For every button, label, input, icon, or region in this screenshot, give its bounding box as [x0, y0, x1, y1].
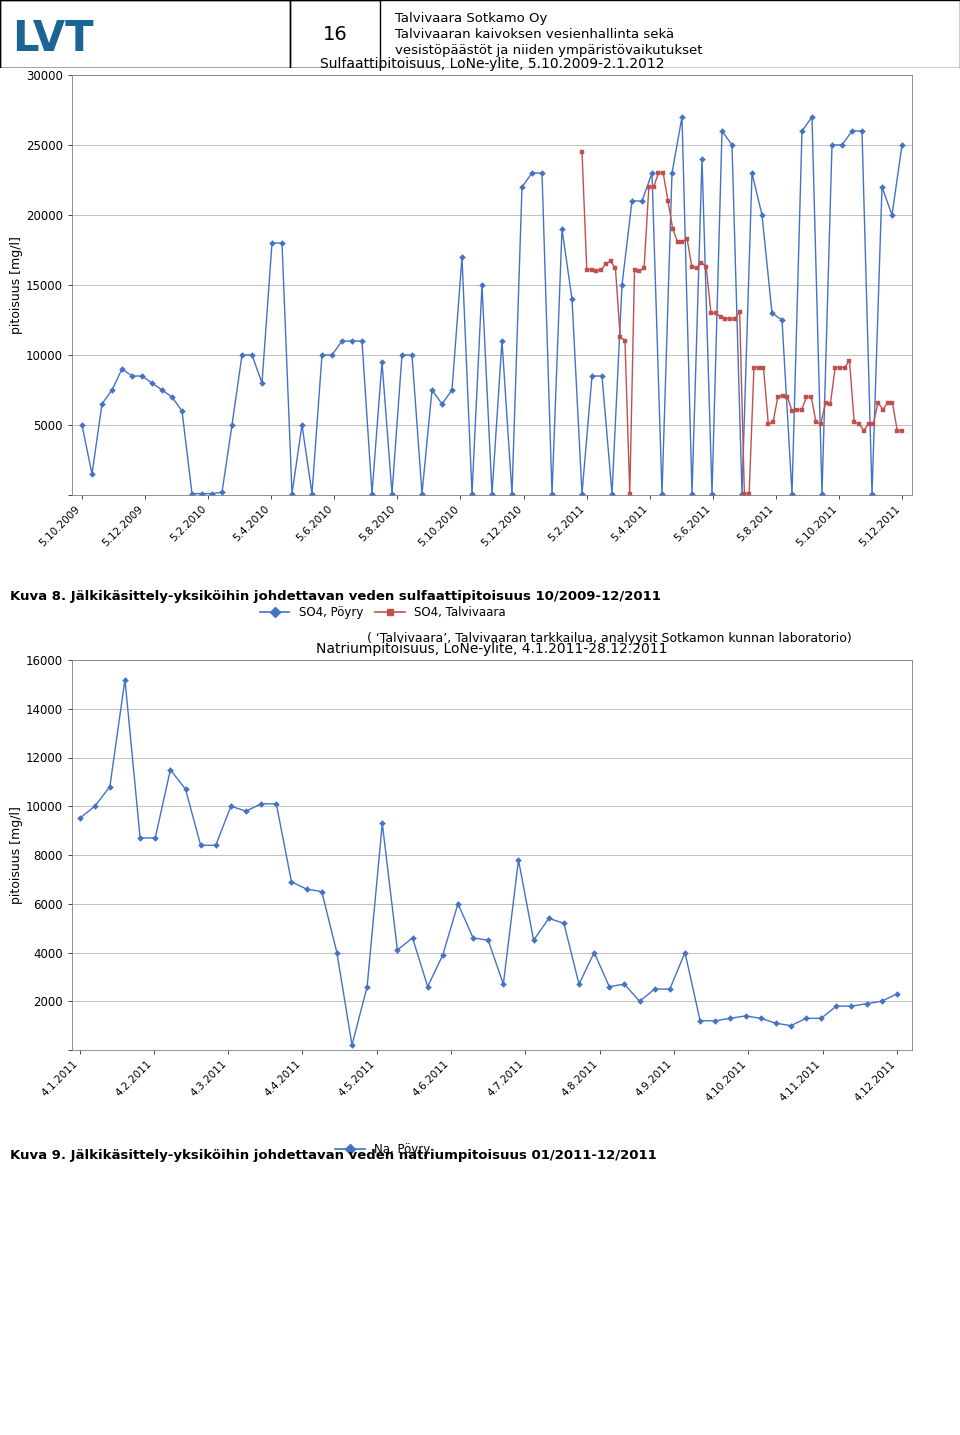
Text: Kuva 9. Jälkikäsittely-yksiköihin johdettavan veden natriumpitoisuus 01/2011-12/: Kuva 9. Jälkikäsittely-yksiköihin johdet…: [10, 1148, 657, 1161]
Text: LVT: LVT: [12, 19, 94, 60]
Title: Natriumpitoisuus, LoNe-ylite, 4.1.2011-28.12.2011: Natriumpitoisuus, LoNe-ylite, 4.1.2011-2…: [316, 641, 668, 656]
Text: Talvivaaran kaivoksen vesienhallinta sekä: Talvivaaran kaivoksen vesienhallinta sek…: [395, 29, 674, 42]
Legend: Na, Pöyry: Na, Pöyry: [330, 1138, 435, 1161]
Legend: SO4, Pöyry, SO4, Talvivaara: SO4, Pöyry, SO4, Talvivaara: [255, 601, 511, 623]
Text: 16: 16: [323, 24, 348, 43]
Text: ( ‘Talvivaara’, Talvivaaran tarkkailua, analyysit Sotkamon kunnan laboratorio): ( ‘Talvivaara’, Talvivaaran tarkkailua, …: [367, 631, 852, 644]
Bar: [0, 0, 290, 67]
Bar: [290, 0, 380, 67]
Y-axis label: pitoisuus [mg/l]: pitoisuus [mg/l]: [11, 237, 23, 334]
Y-axis label: pitoisuus [mg/l]: pitoisuus [mg/l]: [10, 806, 23, 904]
Title: Sulfaattipitoisuus, LoNe-ylite, 5.10.2009-2.1.2012: Sulfaattipitoisuus, LoNe-ylite, 5.10.200…: [320, 57, 664, 72]
Text: Kuva 8. Jälkikäsittely-yksiköihin johdettavan veden sulfaattipitoisuus 10/2009-1: Kuva 8. Jälkikäsittely-yksiköihin johdet…: [10, 590, 660, 603]
Text: Talvivaara Sotkamo Oy: Talvivaara Sotkamo Oy: [395, 11, 547, 24]
Text: vesistöpäästöt ja niiden ympäristövaikutukset: vesistöpäästöt ja niiden ympäristövaikut…: [395, 44, 703, 57]
